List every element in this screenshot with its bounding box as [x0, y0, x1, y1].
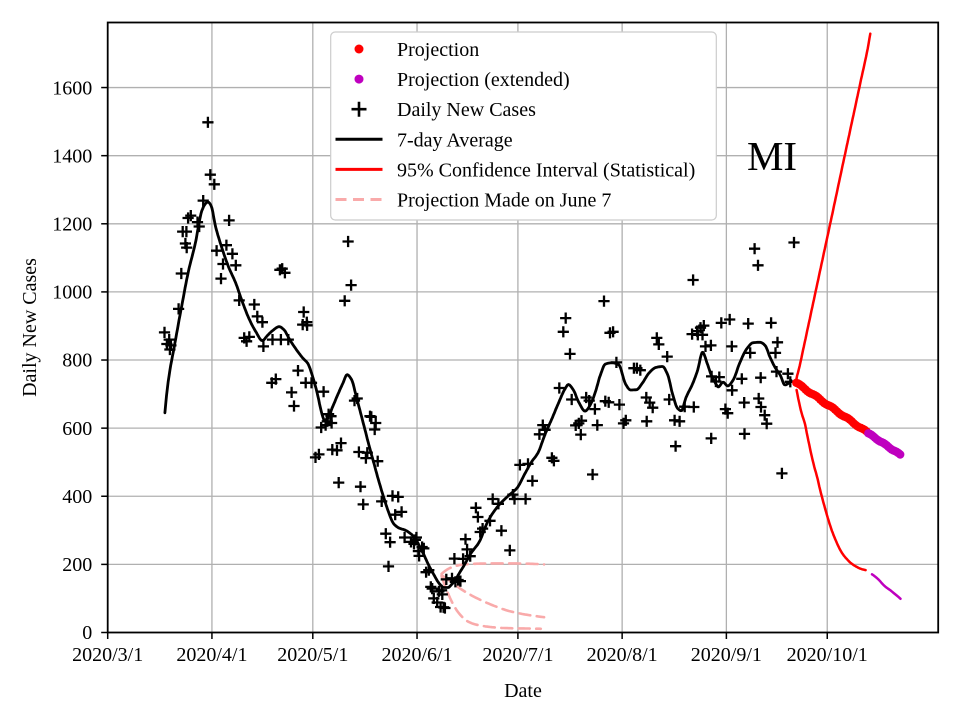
state-annotation: MI — [747, 133, 797, 179]
legend: Projection Projection (extended) Daily New… — [330, 31, 717, 221]
series-ci-lower-extended — [870, 573, 902, 601]
x-tick-label: 2020/4/1 — [176, 644, 247, 666]
series-june7-middle — [440, 573, 546, 619]
legend-label: Projection Made on June 7 — [397, 190, 611, 212]
x-tick-label: 2020/9/1 — [691, 644, 762, 666]
series-june7-lower — [440, 574, 543, 631]
y-tick-label: 800 — [62, 350, 92, 372]
x-tick-label: 2020/7/1 — [482, 644, 553, 666]
y-axis-title: Daily New Cases — [19, 258, 41, 397]
legend-label: Projection — [397, 39, 479, 61]
series-seven-day-average — [163, 200, 793, 589]
legend-row-2: Projection (extended) — [354, 69, 570, 91]
x-axis-title: Date — [504, 680, 542, 702]
y-tick-label: 600 — [62, 418, 92, 440]
legend-row-5: 95% Confidence Interval (Statistical) — [335, 159, 695, 181]
projection-swatch — [354, 44, 364, 54]
series-ci-lower — [795, 388, 867, 572]
legend-label: Projection (extended) — [397, 69, 570, 91]
projection-extended--swatch — [354, 74, 364, 84]
legend-row-4: 7-day Average — [335, 129, 513, 151]
legend-row-6: Projection Made on June 7 — [335, 190, 611, 212]
y-tick-label: 0 — [82, 622, 92, 644]
daily-new-cases-swatch — [351, 101, 367, 117]
legend-row-1: Projection — [354, 39, 479, 61]
series-projection-extended — [864, 429, 905, 459]
x-tick-label: 2020/5/1 — [277, 644, 348, 666]
series-projection — [792, 378, 871, 436]
x-tick-label: 2020/8/1 — [587, 644, 658, 666]
axes-layer: 2020/3/1 2020/4/1 2020/5/1 2020/6/1 2020/7/1… — [52, 21, 940, 666]
legend-label: Daily New Cases — [397, 99, 536, 121]
y-tick-label: 400 — [62, 486, 92, 508]
series-ci-upper — [795, 32, 872, 382]
y-tick-label: 1000 — [52, 282, 92, 304]
y-tick-label: 1400 — [52, 145, 92, 167]
legend-frame — [330, 31, 717, 221]
projection-dot — [896, 450, 905, 459]
legend-label: 7-day Average — [397, 129, 513, 151]
series-daily-new-cases — [158, 116, 800, 614]
x-tick-label: 2020/10/1 — [787, 644, 868, 666]
legend-label: 95% Confidence Interval (Statistical) — [397, 159, 695, 181]
series-june7-upper — [440, 562, 546, 576]
y-tick-label: 1200 — [52, 213, 92, 235]
legend-row-3: Daily New Cases — [351, 99, 536, 121]
plot-border — [106, 21, 940, 634]
x-tick-label: 2020/6/1 — [381, 644, 452, 666]
y-tick-label: 1600 — [52, 77, 92, 99]
x-tick-label: 2020/3/1 — [72, 644, 143, 666]
series-layer — [158, 32, 905, 631]
y-tick-label: 200 — [62, 554, 92, 576]
